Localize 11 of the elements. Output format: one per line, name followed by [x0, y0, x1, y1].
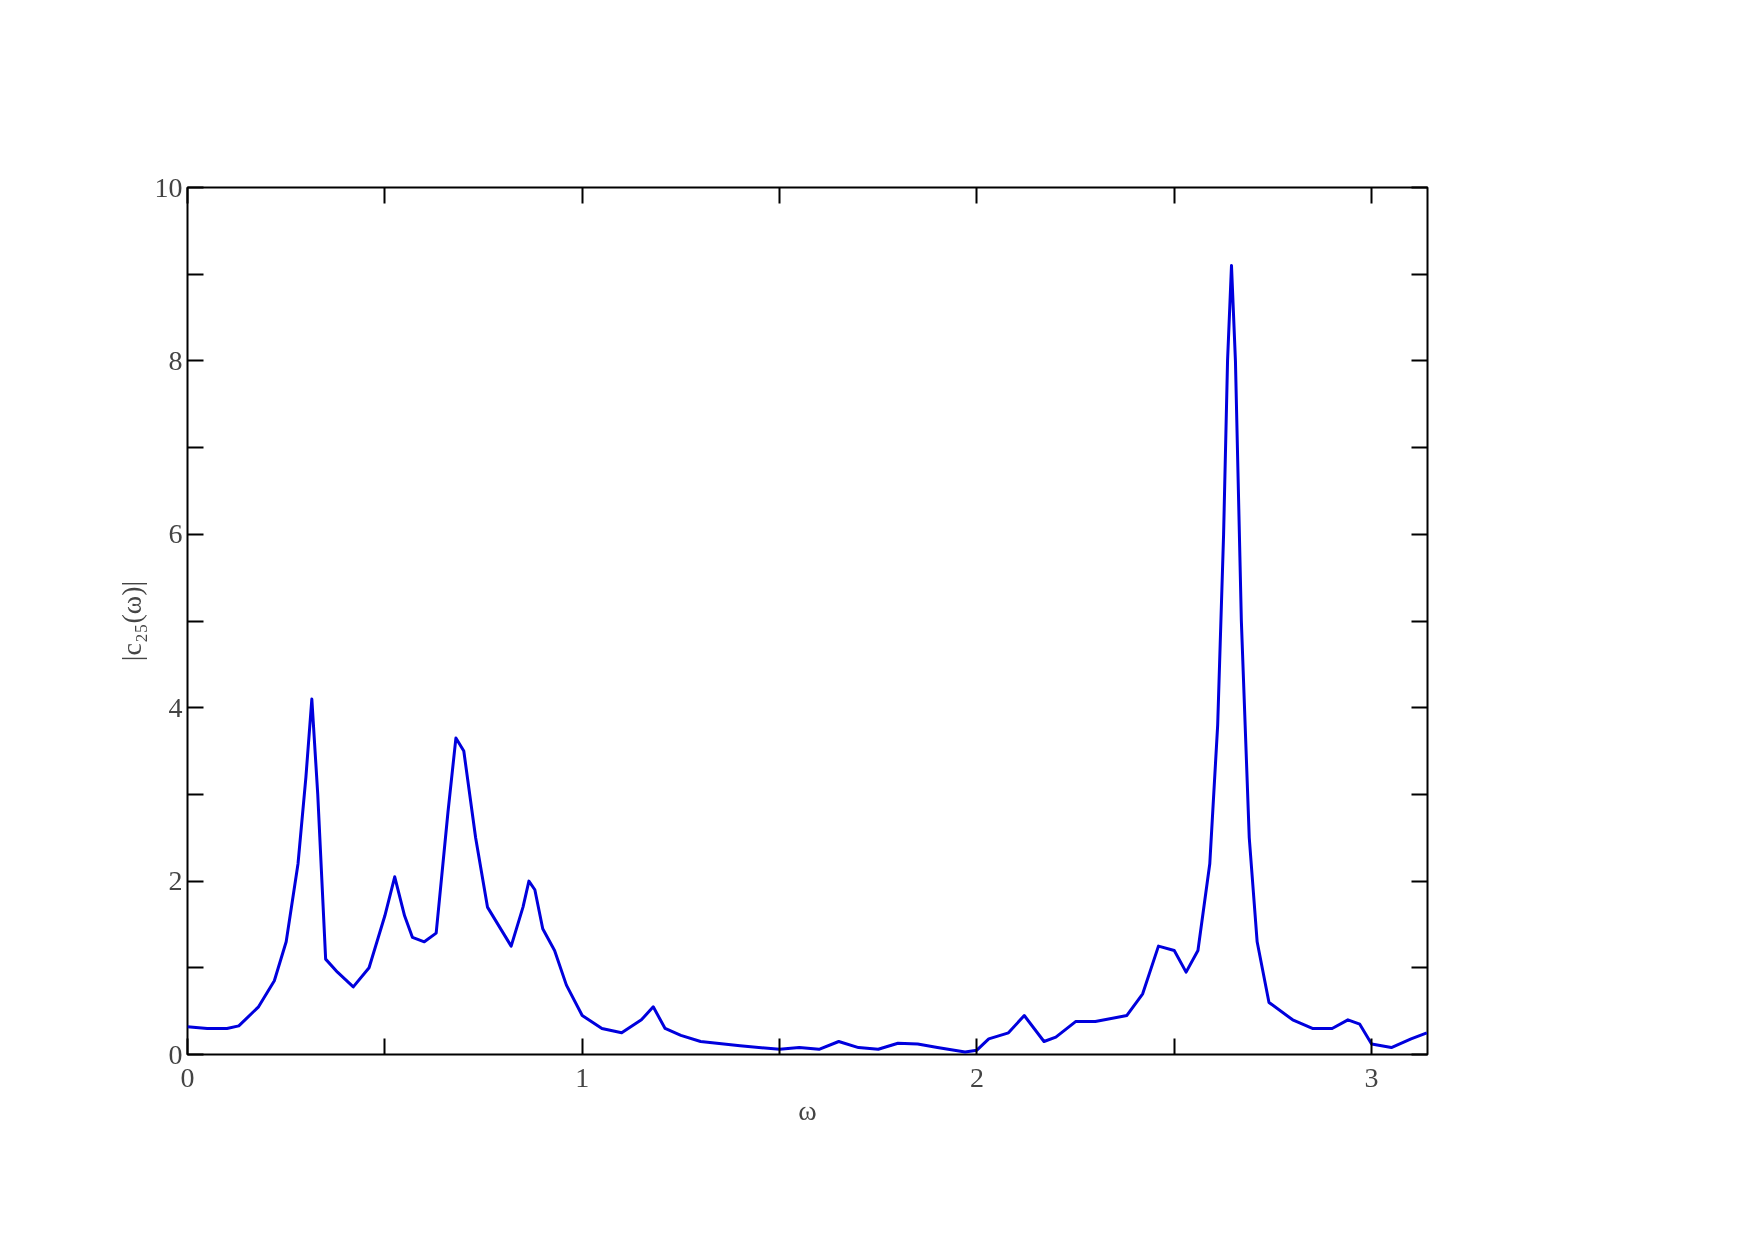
x-tick-label: 1 [575, 1061, 590, 1093]
x-tick-label: 3 [1364, 1061, 1379, 1093]
y-tick-label: 8 [168, 344, 183, 376]
y-tick-label: 6 [168, 518, 183, 550]
y-tick-label: 4 [168, 691, 183, 723]
x-axis-title: ω [798, 1094, 817, 1126]
y-tick-label: 10 [154, 171, 183, 203]
x-tick-label: 2 [969, 1061, 984, 1093]
y-axis-title: |c₂₅(ω)| [115, 580, 147, 662]
y-tick-label: 0 [168, 1038, 183, 1070]
y-tick-label: 2 [168, 865, 183, 897]
